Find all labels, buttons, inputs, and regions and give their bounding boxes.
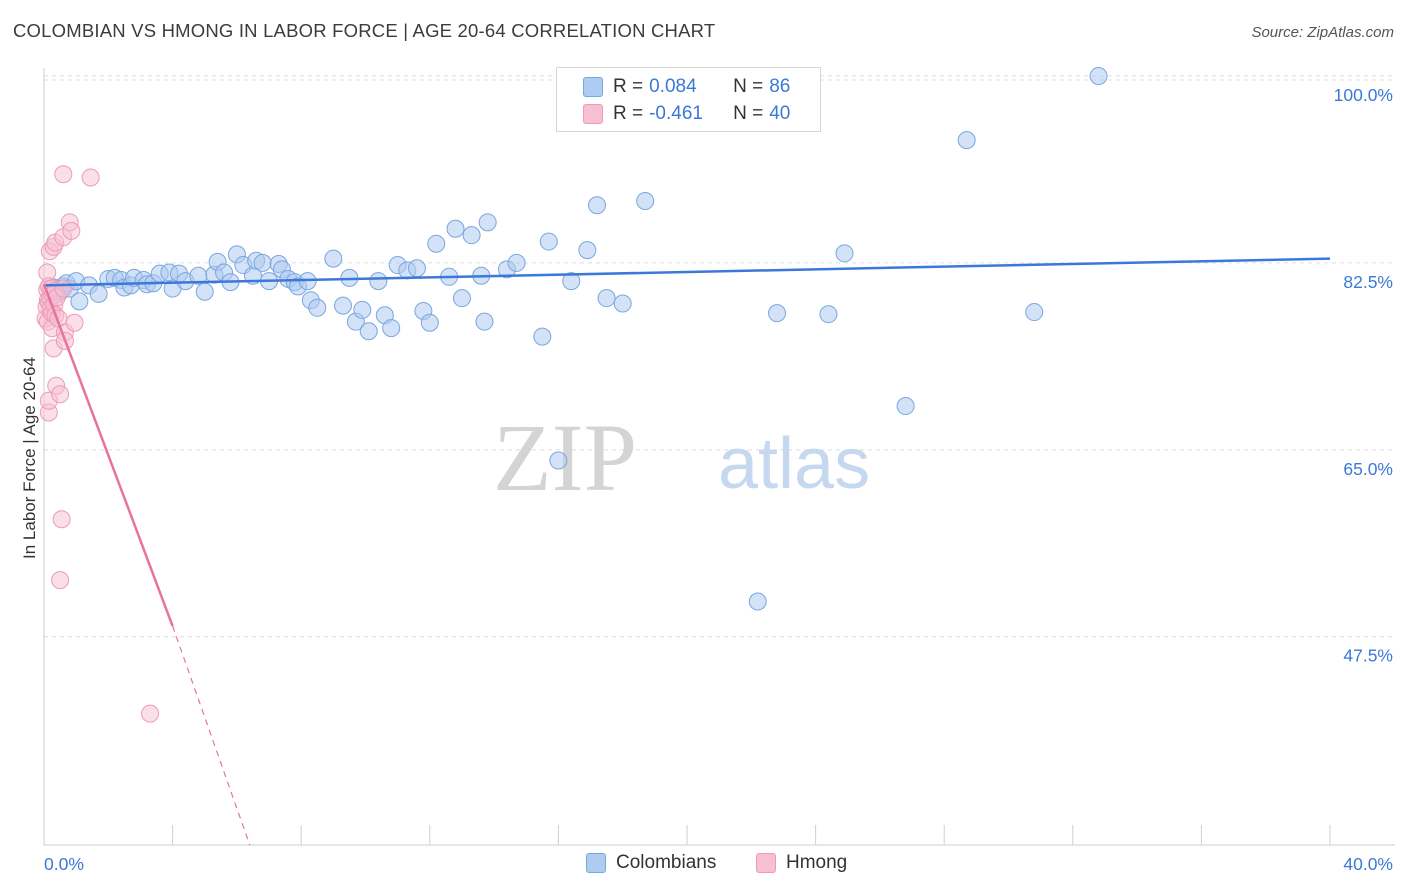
correlation-legend: R = 0.084 N = 86 R = -0.461 N = 40 — [556, 67, 821, 132]
hmong-point — [81, 168, 100, 187]
colombian-point — [819, 305, 838, 324]
hmong-trend-extension — [172, 625, 251, 846]
series-label-hmong: Hmong — [786, 852, 848, 873]
colombian-point — [452, 289, 471, 308]
y-tick-label: 65.0% — [1343, 459, 1393, 479]
series-legend: Colombians Hmong — [0, 852, 1406, 876]
hmong-point — [141, 704, 160, 723]
colombian-point — [587, 196, 606, 215]
legend-r-value: -0.461 — [649, 103, 703, 124]
colombian-point — [1089, 67, 1108, 86]
hmong-point — [54, 279, 73, 298]
colombian-point — [549, 451, 568, 470]
y-tick-label: 82.5% — [1343, 272, 1393, 292]
hmong-trend-line — [42, 283, 174, 627]
colombian-point — [478, 213, 497, 232]
series-swatch-hmong — [756, 853, 776, 873]
axes — [43, 68, 1395, 846]
hmong-point — [51, 571, 70, 590]
x-tick-labels: 0.0% 40.0% — [44, 854, 1393, 874]
gridlines — [44, 75, 1395, 638]
legend-r-label: R = — [613, 103, 644, 124]
colombian-point — [1025, 303, 1044, 322]
x-tick-label: 40.0% — [1343, 854, 1393, 874]
colombian-point — [89, 284, 108, 303]
series-legend-colombians[interactable]: Colombians — [586, 852, 716, 874]
source-label: Source: ZipAtlas.com — [1251, 24, 1394, 41]
colombian-point — [382, 319, 401, 338]
x-tick-label: 0.0% — [44, 854, 84, 874]
trend-lines — [42, 257, 1331, 846]
series-legend-hmong[interactable]: Hmong — [756, 852, 847, 874]
legend-swatch-hmong — [583, 104, 603, 124]
colombian-point — [359, 322, 378, 341]
y-tick-label: 47.5% — [1343, 646, 1393, 666]
legend-r-value: 0.084 — [649, 76, 697, 97]
legend-n-value: 86 — [769, 76, 791, 97]
colombian-point — [324, 249, 343, 268]
hmong-point — [52, 510, 71, 529]
colombian-point — [369, 272, 388, 291]
colombian-point — [462, 226, 481, 245]
hmong-points — [36, 165, 160, 723]
colombian-point — [578, 241, 597, 260]
colombian-point — [597, 289, 616, 308]
colombian-point — [70, 292, 89, 311]
hmong-point — [51, 385, 70, 404]
hmong-point — [54, 165, 73, 184]
series-swatch-colombians — [586, 853, 606, 873]
colombian-point — [195, 282, 214, 301]
colombians-points — [44, 67, 1108, 611]
y-tick-label: 100.0% — [1334, 85, 1393, 105]
legend-swatch-colombians — [583, 77, 603, 97]
colombian-point — [308, 298, 327, 317]
colombian-point — [420, 313, 439, 332]
hmong-point — [65, 313, 84, 332]
watermark-atlas: atlas — [718, 424, 870, 504]
legend-n-label: N = — [733, 103, 764, 124]
colombians-trend-line — [43, 257, 1331, 287]
colombian-point — [427, 234, 446, 253]
watermark: ZIP atlas — [493, 404, 870, 511]
colombian-point — [562, 272, 581, 291]
legend-row-hmong: R = -0.461 N = 40 — [583, 101, 790, 127]
legend-r-label: R = — [613, 76, 644, 97]
y-tick-labels: 47.5% 65.0% 82.5% 100.0% — [1334, 85, 1393, 666]
hmong-point — [62, 221, 81, 240]
legend-n-value: 40 — [769, 103, 791, 124]
colombian-point — [407, 259, 426, 278]
colombian-point — [896, 397, 915, 416]
colombian-point — [446, 219, 465, 238]
colombian-point — [768, 304, 787, 323]
series-label-colombians: Colombians — [616, 852, 717, 873]
colombian-point — [353, 300, 372, 319]
colombian-point — [507, 253, 526, 272]
colombian-point — [539, 232, 558, 251]
chart-title: COLOMBIAN VS HMONG IN LABOR FORCE | AGE … — [13, 20, 716, 41]
colombian-point — [636, 191, 655, 210]
colombian-point — [253, 253, 272, 272]
y-axis-label: In Labor Force | Age 20-64 — [20, 357, 39, 559]
legend-row-colombians: R = 0.084 N = 86 — [583, 74, 790, 100]
colombian-point — [533, 327, 552, 346]
colombian-point — [613, 294, 632, 313]
colombian-point — [475, 312, 494, 331]
legend-n-label: N = — [733, 76, 764, 97]
colombian-point — [835, 244, 854, 263]
colombian-point — [957, 131, 976, 150]
colombian-point — [333, 296, 352, 315]
colombian-point — [748, 592, 767, 611]
